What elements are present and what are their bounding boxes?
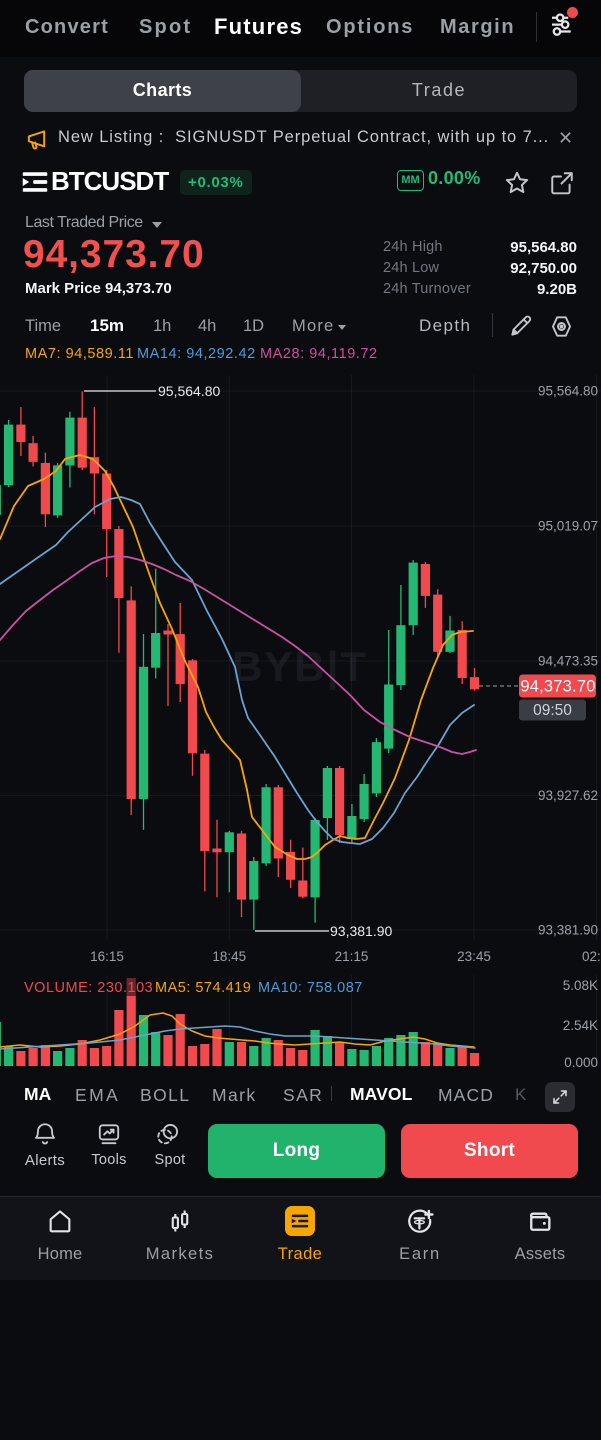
svg-text:95,564.80: 95,564.80 <box>538 384 598 399</box>
svg-text:MA10: 758.087: MA10: 758.087 <box>258 980 363 996</box>
svg-text:94,473.35: 94,473.35 <box>538 654 598 669</box>
svg-text:5.08K: 5.08K <box>563 978 598 993</box>
svg-text:95,019.07: 95,019.07 <box>538 519 598 534</box>
svg-text:93,381.90: 93,381.90 <box>538 923 598 938</box>
svg-text:93,381.90: 93,381.90 <box>330 923 392 939</box>
svg-text:BYB|T: BYB|T <box>232 643 368 691</box>
svg-text:0.000: 0.000 <box>564 1055 598 1070</box>
svg-text:94,373.70: 94,373.70 <box>520 678 595 696</box>
svg-text:2.54K: 2.54K <box>563 1018 598 1033</box>
svg-text:21:15: 21:15 <box>335 949 369 964</box>
svg-text:09:50: 09:50 <box>533 702 572 719</box>
svg-text:16:15: 16:15 <box>90 949 124 964</box>
svg-text:93,927.62: 93,927.62 <box>538 788 598 803</box>
svg-text:VOLUME: 230.103: VOLUME: 230.103 <box>24 980 153 996</box>
svg-text:18:45: 18:45 <box>212 949 246 964</box>
svg-text:02:1: 02:1 <box>582 949 601 964</box>
svg-text:23:45: 23:45 <box>457 949 491 964</box>
svg-text:95,564.80: 95,564.80 <box>158 383 220 399</box>
svg-text:MA5: 574.419: MA5: 574.419 <box>155 980 251 996</box>
